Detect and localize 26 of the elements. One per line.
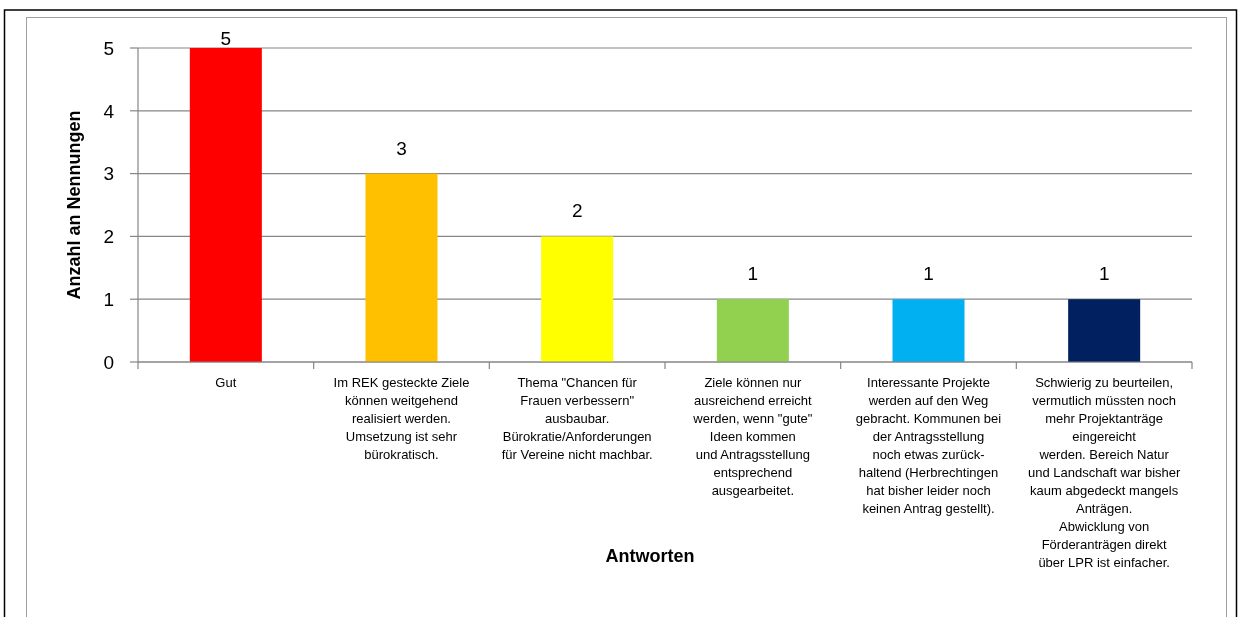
data-label: 1 [923, 263, 934, 285]
x-tick-label: Thema "Chancen für Frauen verbessern" ausbaubar. Bürokratie/Anforderungen für Vereine nicht machbar. [501, 375, 653, 462]
bar [1068, 299, 1141, 362]
data-label: 2 [571, 200, 583, 222]
x-tick-label: Interessante Projekte werden auf den Weg gebracht. Kommunen bei der Antragsstellung noch etwas zurück- haltend (Herbrechtingen hat bisher leider noch keinen Antrag gestellt). [855, 375, 1002, 516]
bar [716, 299, 789, 362]
category-label: Schwierig zu beurteilen, vermutlich müssten noch mehr Projektanträge eingereicht werden. Bereich Natur und Landschaft war bisher kaum abgedeckt mangels Anträgen. Abwicklung von Förderanträgen direkt über LPR ist einfacher. [1027, 375, 1181, 570]
y-tick-label: 5 [103, 37, 114, 59]
y-tick-label: 1 [103, 289, 114, 311]
bar [892, 299, 965, 362]
y-tick-label: 4 [103, 100, 115, 122]
y-axis-title: Anzahl an Nennungen [64, 110, 84, 300]
data-label: 1 [1098, 263, 1110, 285]
data-label: 5 [220, 28, 232, 49]
bar [541, 236, 614, 362]
y-tick-label: 0 [103, 351, 114, 373]
data-label: 1 [747, 263, 759, 285]
bar [365, 173, 438, 362]
y-tick-label: 2 [103, 226, 114, 248]
bar [189, 48, 262, 362]
y-tick-label: 3 [103, 163, 114, 185]
x-tick-label: Im REK gesteckte Ziele können weitgehend realisiert werden. Umsetzung ist sehr bürokratisch. [333, 375, 470, 462]
x-tick-label: Gut [215, 375, 237, 390]
x-axis-title: Antworten [605, 546, 695, 566]
data-label: 3 [396, 137, 407, 159]
x-tick-label: Ziele können nur ausreichend erreicht werden, wenn "gute" Ideen kommen und Antragsstellung entsprechend ausgearbeitet. [692, 375, 813, 498]
